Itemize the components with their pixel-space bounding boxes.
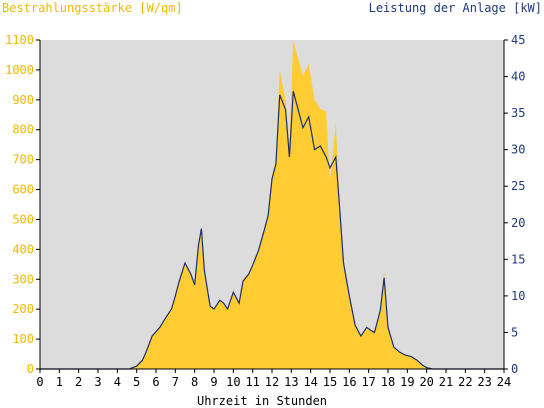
x-tick-label: 5 (133, 375, 140, 389)
left-y-tick-label: 200 (12, 302, 34, 316)
right-y-tick-label: 10 (511, 289, 525, 303)
x-tick-label: 4 (114, 375, 121, 389)
left-y-tick-label: 900 (12, 93, 34, 107)
x-tick-label: 22 (458, 375, 472, 389)
right-y-tick-label: 40 (511, 70, 525, 84)
left-y-tick-label: 300 (12, 272, 34, 286)
x-tick-label: 10 (226, 375, 240, 389)
x-tick-label: 14 (303, 375, 317, 389)
x-axis-label: Uhrzeit in Stunden (197, 394, 327, 408)
right-axis-title: Leistung der Anlage [kW] (368, 1, 542, 15)
left-y-tick-label: 0 (27, 362, 34, 376)
x-tick-label: 6 (152, 375, 159, 389)
right-y-tick-label: 45 (511, 33, 525, 47)
x-tick-label: 20 (419, 375, 433, 389)
x-tick-label: 2 (75, 375, 82, 389)
left-y-tick-label: 600 (12, 183, 34, 197)
left-y-tick-label: 100 (12, 332, 34, 346)
left-axis-title: Bestrahlungsstärke [W/qm] (2, 1, 183, 15)
right-y-tick-label: 30 (511, 143, 525, 157)
left-y-tick-label: 1100 (5, 33, 34, 47)
x-tick-label: 11 (245, 375, 259, 389)
x-tick-label: 8 (191, 375, 198, 389)
left-y-tick-label: 1000 (5, 63, 34, 77)
left-y-tick-label: 800 (12, 123, 34, 137)
power-line (40, 91, 504, 370)
x-tick-label: 16 (342, 375, 356, 389)
x-tick-label: 21 (439, 375, 453, 389)
x-tick-label: 19 (400, 375, 414, 389)
right-y-tick-label: 15 (511, 252, 525, 266)
right-y-tick-label: 20 (511, 216, 525, 230)
x-tick-label: 17 (361, 375, 375, 389)
right-y-tick-label: 0 (511, 362, 518, 376)
x-tick-label: 24 (497, 375, 511, 389)
x-tick-label: 15 (323, 375, 337, 389)
right-y-tick-label: 35 (511, 106, 525, 120)
x-tick-label: 0 (36, 375, 43, 389)
left-y-tick-label: 400 (12, 242, 34, 256)
x-tick-label: 1 (56, 375, 63, 389)
irradiance-area (40, 40, 504, 369)
x-tick-label: 3 (94, 375, 101, 389)
x-tick-label: 12 (265, 375, 279, 389)
x-tick-label: 9 (210, 375, 217, 389)
x-tick-label: 23 (477, 375, 491, 389)
right-y-tick-label: 5 (511, 325, 518, 339)
x-tick-label: 13 (284, 375, 298, 389)
x-tick-label: 18 (381, 375, 395, 389)
left-y-tick-label: 500 (12, 212, 34, 226)
x-tick-label: 7 (172, 375, 179, 389)
right-y-tick-label: 25 (511, 179, 525, 193)
left-y-tick-label: 700 (12, 153, 34, 167)
